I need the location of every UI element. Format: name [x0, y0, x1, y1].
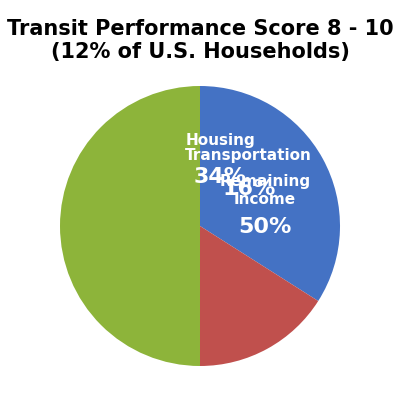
Text: 34%: 34% — [194, 167, 247, 187]
Text: 16%: 16% — [222, 179, 276, 199]
Wedge shape — [60, 86, 200, 366]
Title: Transit Performance Score 8 - 10
(12% of U.S. Households): Transit Performance Score 8 - 10 (12% of… — [7, 19, 393, 62]
Wedge shape — [200, 86, 340, 301]
Text: Housing: Housing — [186, 133, 255, 148]
Text: Remaining
Income: Remaining Income — [219, 174, 310, 207]
Text: 50%: 50% — [238, 217, 292, 237]
Wedge shape — [200, 226, 318, 366]
Text: Transportation: Transportation — [185, 148, 312, 162]
